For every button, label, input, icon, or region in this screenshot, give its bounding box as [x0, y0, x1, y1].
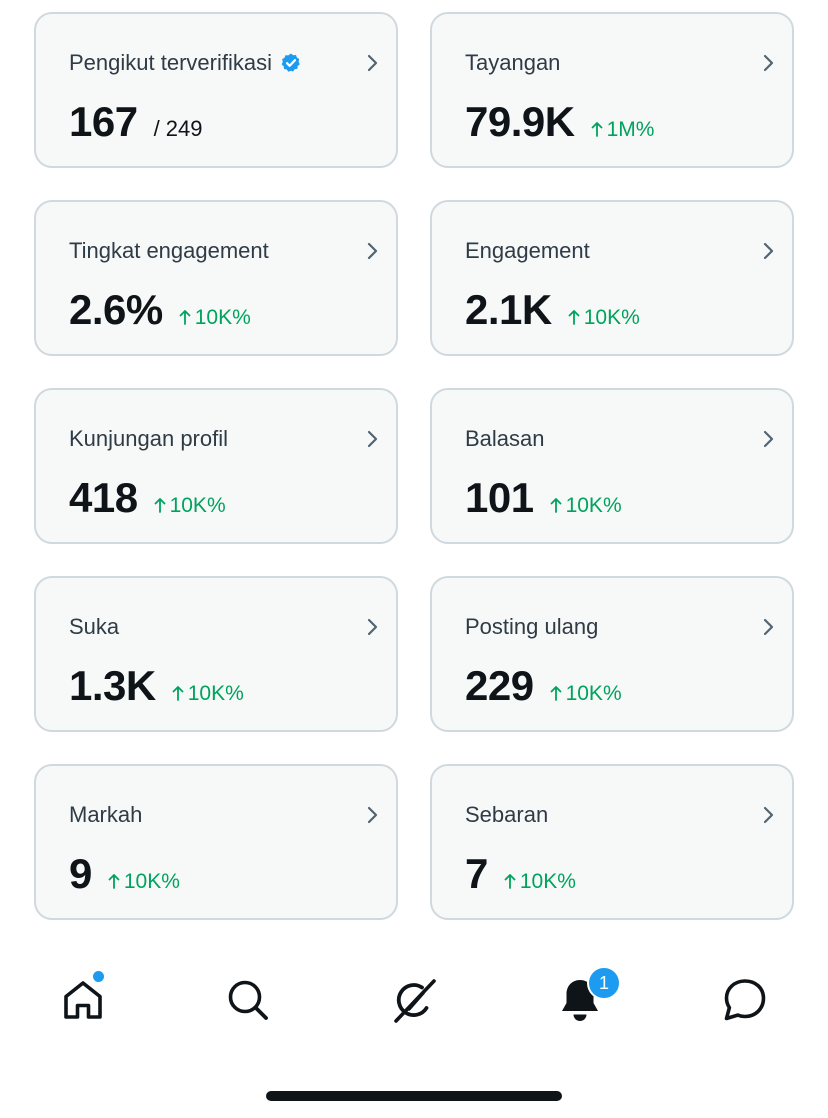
arrow-up-icon: [568, 310, 580, 325]
metric-trend: 10K%: [504, 870, 576, 894]
metric-trend-text: 10K%: [565, 494, 622, 517]
metric-label: Tingkat engagement: [69, 238, 269, 263]
metric-value-row: 167 / 249: [69, 98, 203, 146]
metric-trend: 10K%: [179, 306, 251, 330]
metric-value: 101: [465, 474, 534, 521]
metric-card-profile-visits[interactable]: Kunjungan profil 418 10K%: [34, 388, 398, 544]
tab-notifications[interactable]: 1: [550, 966, 621, 1032]
arrow-up-icon: [154, 498, 165, 513]
metric-card-engagement-rate[interactable]: Tingkat engagement 2.6% 10K%: [34, 200, 398, 356]
chevron-right-icon: [367, 806, 378, 824]
metric-value: 7: [465, 850, 488, 897]
metric-trend-text: 1M%: [606, 118, 655, 141]
metric-card-engagements[interactable]: Engagement 2.1K 10K%: [430, 200, 794, 356]
metric-card-shares[interactable]: Sebaran 7 10K%: [430, 764, 794, 920]
metric-value-row: 418 10K%: [69, 474, 226, 522]
tab-grok[interactable]: [384, 968, 444, 1032]
metric-trend-text: 10K%: [194, 306, 251, 329]
metric-total: / 249: [153, 116, 203, 141]
chevron-right-icon: [367, 242, 378, 260]
metric-value-row: 1.3K 10K%: [69, 662, 244, 710]
metric-value: 79.9K: [465, 98, 575, 145]
metric-value-row: 9 10K%: [69, 850, 180, 898]
metric-value: 9: [69, 850, 92, 897]
metric-value: 167: [69, 98, 138, 145]
metric-trend: 1M%: [591, 118, 655, 142]
tab-search[interactable]: [218, 968, 278, 1032]
metric-label: Kunjungan profil: [69, 426, 229, 451]
chevron-right-icon: [763, 806, 774, 824]
arrow-up-icon: [550, 686, 561, 701]
chevron-right-icon: [763, 618, 774, 636]
metric-label: Pengikut terverifikasi: [69, 50, 302, 76]
metric-value-row: 101 10K%: [465, 474, 622, 522]
arrow-up-icon: [179, 310, 191, 325]
bottom-tab-bar: 1: [0, 966, 828, 1038]
metric-card-bookmarks[interactable]: Markah 9 10K%: [34, 764, 398, 920]
metric-trend: 10K%: [550, 494, 622, 518]
metric-label: Tayangan: [465, 50, 561, 75]
metric-card-verified-followers[interactable]: Pengikut terverifikasi 167 / 249: [34, 12, 398, 168]
tab-home[interactable]: [53, 968, 113, 1032]
tab-messages[interactable]: [715, 968, 775, 1032]
search-icon: [228, 980, 268, 1020]
metric-card-replies[interactable]: Balasan 101 10K%: [430, 388, 794, 544]
chevron-right-icon: [367, 618, 378, 636]
grok-icon: [394, 979, 436, 1023]
home-icon: [64, 981, 102, 1019]
metric-trend-text: 10K%: [169, 494, 226, 517]
metric-trend-text: 10K%: [583, 306, 640, 329]
arrow-up-icon: [591, 122, 602, 137]
chevron-right-icon: [367, 54, 378, 72]
metric-value-row: 7 10K%: [465, 850, 576, 898]
metric-value: 1.3K: [69, 662, 156, 709]
metric-value: 418: [69, 474, 138, 521]
metric-value: 2.1K: [465, 286, 552, 333]
metric-label: Engagement: [465, 238, 590, 263]
metrics-grid: Pengikut terverifikasi 167 / 249 Tayanga…: [34, 12, 794, 920]
metric-trend: 10K%: [550, 682, 622, 706]
metric-label: Markah: [69, 802, 143, 827]
metric-value-row: 229 10K%: [465, 662, 622, 710]
metric-trend-text: 10K%: [519, 870, 576, 893]
metric-trend: 10K%: [154, 494, 226, 518]
notifications-badge: 1: [587, 966, 621, 1000]
metric-card-likes[interactable]: Suka 1.3K 10K%: [34, 576, 398, 732]
arrow-up-icon: [108, 874, 120, 889]
metric-value-row: 2.6% 10K%: [69, 286, 251, 334]
verified-badge-icon: [281, 53, 300, 72]
metric-trend: 10K%: [172, 682, 244, 706]
metric-trend: 10K%: [568, 306, 640, 330]
arrow-up-icon: [550, 498, 561, 513]
chevron-right-icon: [763, 430, 774, 448]
metric-trend: 10K%: [108, 870, 180, 894]
metric-card-impressions[interactable]: Tayangan 79.9K 1M%: [430, 12, 794, 168]
metric-label: Sebaran: [465, 802, 549, 827]
arrow-up-icon: [504, 874, 516, 889]
metric-value-row: 2.1K 10K%: [465, 286, 640, 334]
chevron-right-icon: [763, 54, 774, 72]
metric-label: Balasan: [465, 426, 545, 451]
metric-label: Posting ulang: [465, 614, 599, 639]
chat-icon: [724, 979, 766, 1021]
chevron-right-icon: [367, 430, 378, 448]
metric-trend-text: 10K%: [187, 682, 244, 705]
metric-trend-text: 10K%: [565, 682, 622, 705]
arrow-up-icon: [172, 686, 184, 701]
chevron-right-icon: [763, 242, 774, 260]
metric-label: Suka: [69, 614, 120, 639]
metric-label-text: Pengikut terverifikasi: [69, 50, 272, 75]
metric-value: 229: [465, 662, 534, 709]
home-indicator: [266, 1091, 562, 1101]
metric-card-reposts[interactable]: Posting ulang 229 10K%: [430, 576, 794, 732]
metric-value: 2.6%: [69, 286, 163, 333]
metric-trend-text: 10K%: [123, 870, 180, 893]
metric-value-row: 79.9K 1M%: [465, 98, 654, 146]
home-notification-dot: [91, 969, 106, 984]
